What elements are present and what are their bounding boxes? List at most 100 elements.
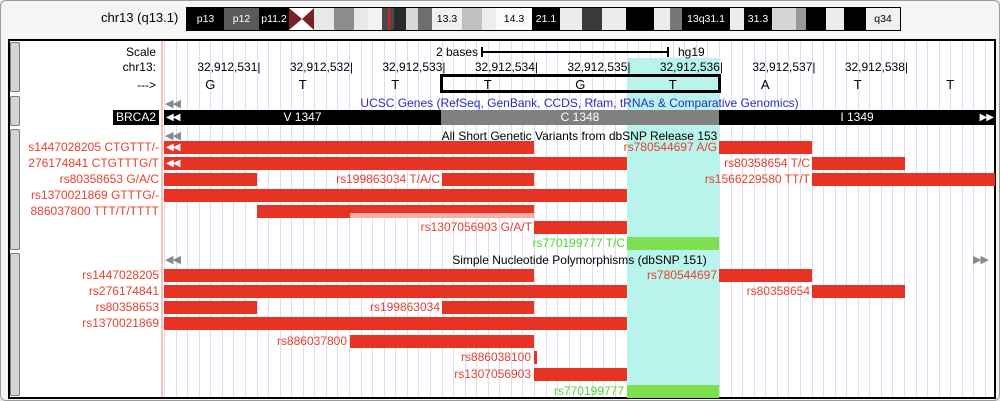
grid-line [210,41,212,397]
grid-line [291,41,293,397]
variant-bar[interactable] [164,317,627,330]
variant-label[interactable]: 886037800 TTT/T/TTTT [30,204,160,218]
grid-line [603,41,605,397]
grid-line [580,41,582,397]
variant-bar[interactable] [534,351,537,364]
variant-label[interactable]: rs1370021869 GTTTG/- [30,188,159,202]
genes-track-title[interactable]: UCSC Genes (RefSeq, GenBank, CCDS, Rfam,… [360,96,799,110]
variant-bar[interactable] [534,221,627,234]
left-guide-line [161,41,163,397]
variant-label[interactable]: rs1370021869 [82,316,159,330]
variant-bar[interactable] [164,285,627,298]
gene-codon-segment[interactable]: C 1348 [441,110,719,125]
variant-label[interactable]: rs80358654 [746,284,810,298]
variant-bar[interactable] [164,269,534,282]
variant-label[interactable]: rs80358653 [95,300,159,314]
grid-line [591,41,593,397]
grid-line [834,41,836,397]
grid-line [811,41,813,397]
grid-line [927,41,929,397]
variant-label[interactable]: rs80358654 T/C [724,156,810,170]
variant-label[interactable]: rs1307056903 G/A/T [420,220,532,234]
variant-label[interactable]: rs770199777 T/C [532,236,625,250]
scale-row-label: Scale [125,45,156,59]
grid-line [360,41,362,397]
variant-label[interactable]: rs886037800 [276,334,347,348]
variant-bar[interactable] [627,237,719,250]
variant-label[interactable]: rs770199777 [553,384,624,398]
assembly-label: hg19 [678,45,705,59]
track-drag-handle[interactable] [10,42,20,92]
variant-bar[interactable] [534,368,627,381]
variant-label[interactable]: rs1447028205 [82,268,159,282]
grid-line [846,41,848,397]
gene-next-exon-arrows-icon[interactable]: ▶▶ [979,112,994,123]
base-letter: G [575,77,586,92]
variant-bar[interactable] [350,213,534,218]
variant-label[interactable]: rs80358653 G/A/C [59,172,159,186]
variant-label[interactable]: rs886038100 [460,350,531,364]
strand-direction-label: ---> [137,78,156,92]
variant-bar[interactable] [164,301,257,314]
grid-line [175,41,177,397]
track-drag-handle[interactable] [10,129,20,250]
base-letter: T [483,77,492,92]
variant-label[interactable]: rs780544697 [646,268,717,282]
track-prev-items-arrows-icon[interactable]: ◀◀ [165,130,181,142]
variant-bar[interactable] [442,173,534,186]
grid-line [418,41,420,397]
variant-bar[interactable] [627,385,719,398]
grid-line [961,41,963,397]
grid-line [325,41,327,397]
gene-codon-segment[interactable]: I 1349 ▶▶ [719,110,995,125]
variant-label[interactable]: 276174841 CTGTTTG/T [28,156,159,170]
position-label: 32,912,532| [289,60,353,74]
grid-line [314,41,316,397]
grid-line [614,41,616,397]
variant-bar[interactable]: ◀◀ [164,157,627,170]
grid-line [892,41,894,397]
variant-label[interactable]: rs1307056903 [454,367,531,381]
ideogram-band [334,8,354,30]
position-label: 32,912,535| [567,60,631,74]
ideogram-band: 14.3 [496,8,532,30]
track-drag-handle[interactable] [10,96,20,126]
ideogram-band [406,8,418,30]
track-next-items-arrows-icon[interactable]: ▶▶ [973,254,989,266]
variant-bar[interactable] [719,269,812,282]
genes-track-prev-arrows-icon[interactable]: ◀◀ [165,98,181,110]
variant-label[interactable]: rs780544697 A/G [623,140,717,154]
variant-bar[interactable] [350,335,534,348]
grid-line [233,41,235,397]
variant-bar[interactable] [164,173,257,186]
ideogram-band [806,8,826,30]
variant-label[interactable]: rs1566229580 TT/T [704,172,810,186]
grid-line [719,41,720,397]
variant-bar[interactable] [812,157,905,170]
variant-label[interactable]: rs276174841 [88,284,159,298]
ideogram-band: 13q31.1 [682,8,730,30]
track-prev-items-arrows-icon[interactable]: ◀◀ [165,254,181,266]
position-label: 32,912,538| [844,60,908,74]
variant-bar[interactable] [442,301,534,314]
gene-codon-segment[interactable]: V 1347 ◀◀ [164,110,441,125]
dbsnp153-track-title[interactable]: All Short Genetic Variants from dbSNP Re… [441,129,718,143]
chromosome-ideogram[interactable]: p13 p12 p11.2 13.3 14.3 21.1 13q31.1 31.3 q34 [186,7,901,31]
variant-bar[interactable] [164,189,627,202]
variant-label[interactable]: rs199863034 [369,300,440,314]
grid-line [950,41,952,397]
base-letter: T [853,77,862,92]
variant-label[interactable]: s1447028205 CTGTTT/- [28,140,159,154]
ideogram-band [582,8,602,30]
dbsnp151-track-title[interactable]: Simple Nucleotide Polymorphisms (dbSNP 1… [452,253,707,267]
variant-continues-left-arrows-icon: ◀◀ [166,158,180,169]
ideogram-band [772,8,796,30]
variant-bar[interactable] [719,141,812,154]
track-drag-handle[interactable] [10,253,20,396]
variant-label[interactable]: rs199863034 T/A/C [336,172,440,186]
gene-prev-exon-arrows-icon[interactable]: ◀◀ [166,112,180,123]
gene-name-label[interactable]: BRCA2 [113,110,159,125]
variant-bar[interactable]: ◀◀ [164,141,534,154]
variant-bar[interactable] [812,285,905,298]
variant-bar[interactable] [812,173,995,186]
